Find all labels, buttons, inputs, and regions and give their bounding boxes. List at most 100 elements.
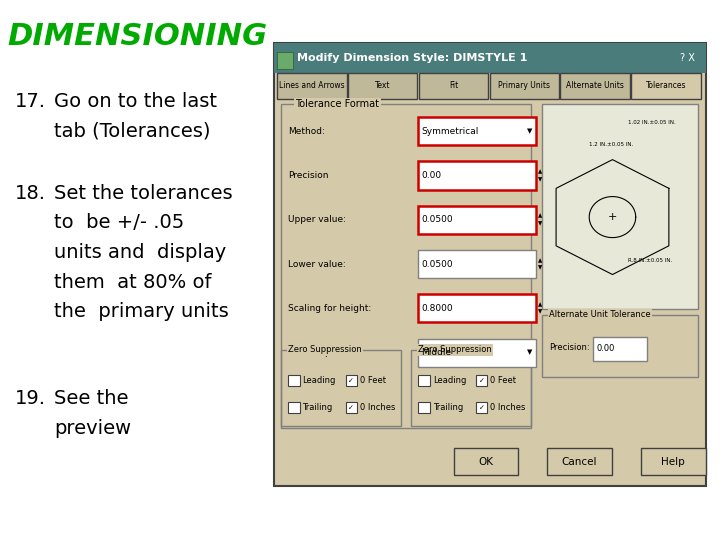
Text: 0.00: 0.00 bbox=[596, 345, 615, 353]
Text: Vertical position:: Vertical position: bbox=[288, 348, 364, 357]
Text: 19.: 19. bbox=[14, 389, 45, 408]
Text: ? X: ? X bbox=[680, 53, 696, 63]
Text: Tolerance Format: Tolerance Format bbox=[295, 99, 379, 109]
Text: ▲: ▲ bbox=[538, 169, 542, 174]
Bar bbox=[418, 117, 536, 145]
Text: ▼: ▼ bbox=[538, 221, 542, 226]
Text: preview: preview bbox=[54, 418, 131, 437]
Text: 0 Inches: 0 Inches bbox=[490, 403, 526, 412]
Text: ▼: ▼ bbox=[538, 177, 542, 182]
Text: 0 Feet: 0 Feet bbox=[360, 376, 386, 385]
Text: to  be +/- .05: to be +/- .05 bbox=[54, 213, 184, 232]
Bar bbox=[593, 337, 647, 361]
Bar bbox=[476, 402, 487, 413]
Bar bbox=[418, 402, 430, 413]
Text: tab (Tolerances): tab (Tolerances) bbox=[54, 122, 210, 140]
Bar bbox=[547, 448, 612, 475]
Bar bbox=[277, 52, 293, 69]
Text: ▲: ▲ bbox=[538, 258, 542, 263]
Text: Lines and Arrows: Lines and Arrows bbox=[279, 82, 345, 90]
Bar bbox=[560, 73, 630, 99]
Text: Precision:: Precision: bbox=[549, 343, 590, 352]
Bar bbox=[542, 104, 698, 309]
Bar bbox=[277, 73, 346, 99]
Bar bbox=[454, 448, 518, 475]
Text: ▼: ▼ bbox=[526, 128, 532, 134]
Text: 1.02 IN.±0.05 IN.: 1.02 IN.±0.05 IN. bbox=[628, 120, 676, 125]
Text: units and  display: units and display bbox=[54, 243, 226, 262]
Bar bbox=[631, 73, 701, 99]
Text: ▲: ▲ bbox=[538, 213, 542, 219]
Text: 17.: 17. bbox=[14, 92, 45, 111]
Text: Zero Suppression: Zero Suppression bbox=[288, 346, 361, 354]
Text: Text: Text bbox=[375, 82, 390, 90]
Bar bbox=[281, 350, 401, 426]
Text: 0.00: 0.00 bbox=[421, 171, 441, 180]
Bar bbox=[418, 294, 536, 322]
Text: 0.8000: 0.8000 bbox=[421, 304, 453, 313]
Text: Alternate Units: Alternate Units bbox=[566, 82, 624, 90]
Text: ✓: ✓ bbox=[479, 377, 485, 384]
Text: Modify Dimension Style: DIMSTYLE 1: Modify Dimension Style: DIMSTYLE 1 bbox=[297, 53, 527, 63]
Text: 0.0500: 0.0500 bbox=[421, 215, 453, 224]
Text: OK: OK bbox=[479, 457, 493, 467]
Text: the  primary units: the primary units bbox=[54, 302, 229, 321]
Bar bbox=[411, 350, 531, 426]
Bar bbox=[346, 375, 357, 386]
Bar bbox=[288, 375, 300, 386]
Bar bbox=[281, 104, 531, 428]
Text: +: + bbox=[608, 212, 617, 222]
Text: ✓: ✓ bbox=[348, 377, 354, 384]
Text: Help: Help bbox=[662, 457, 685, 467]
Bar bbox=[418, 206, 536, 234]
Text: Precision: Precision bbox=[288, 171, 328, 180]
Text: Method:: Method: bbox=[288, 127, 325, 136]
Text: ▼: ▼ bbox=[526, 349, 532, 356]
Text: 0.0500: 0.0500 bbox=[421, 260, 453, 268]
Text: them  at 80% of: them at 80% of bbox=[54, 273, 212, 292]
Text: 0 Inches: 0 Inches bbox=[360, 403, 395, 412]
Text: Zero Suppression: Zero Suppression bbox=[418, 346, 492, 354]
Text: 1.2 IN.±0.05 IN.: 1.2 IN.±0.05 IN. bbox=[589, 142, 634, 147]
Text: Primary Units: Primary Units bbox=[498, 82, 550, 90]
Text: Middle: Middle bbox=[421, 348, 451, 357]
Text: Tolerances: Tolerances bbox=[646, 82, 686, 90]
Bar bbox=[274, 43, 706, 486]
Text: Cancel: Cancel bbox=[562, 457, 598, 467]
Text: R.8 IN.±0.05 IN.: R.8 IN.±0.05 IN. bbox=[628, 258, 672, 263]
Text: DIMENSIONING: DIMENSIONING bbox=[7, 22, 267, 51]
Text: Set the tolerances: Set the tolerances bbox=[54, 184, 233, 202]
Text: Upper value:: Upper value: bbox=[288, 215, 346, 224]
Bar bbox=[542, 315, 698, 377]
Bar bbox=[418, 375, 430, 386]
Text: ✓: ✓ bbox=[348, 404, 354, 411]
Text: Trailing: Trailing bbox=[302, 403, 333, 412]
Text: ✓: ✓ bbox=[479, 404, 485, 411]
Bar bbox=[418, 339, 536, 367]
Bar bbox=[418, 161, 536, 190]
Text: ▲: ▲ bbox=[538, 302, 542, 307]
Text: Leading: Leading bbox=[433, 376, 466, 385]
Bar bbox=[348, 73, 418, 99]
Text: See the: See the bbox=[54, 389, 128, 408]
Text: ▼: ▼ bbox=[538, 265, 542, 271]
Bar bbox=[490, 73, 559, 99]
Text: Go on to the last: Go on to the last bbox=[54, 92, 217, 111]
Bar bbox=[288, 402, 300, 413]
Text: Fit: Fit bbox=[449, 82, 458, 90]
Text: Alternate Unit Tolerance: Alternate Unit Tolerance bbox=[549, 310, 651, 319]
Text: Trailing: Trailing bbox=[433, 403, 463, 412]
Text: 18.: 18. bbox=[14, 184, 45, 202]
Text: Leading: Leading bbox=[302, 376, 336, 385]
Bar bbox=[641, 448, 706, 475]
Bar bbox=[274, 43, 706, 73]
Text: Scaling for height:: Scaling for height: bbox=[288, 304, 372, 313]
Bar bbox=[346, 402, 357, 413]
Text: ▼: ▼ bbox=[538, 309, 542, 315]
Bar bbox=[418, 250, 536, 278]
Text: Lower value:: Lower value: bbox=[288, 260, 346, 268]
Bar bbox=[419, 73, 488, 99]
Text: 0 Feet: 0 Feet bbox=[490, 376, 516, 385]
Text: Symmetrical: Symmetrical bbox=[421, 127, 479, 136]
Bar bbox=[476, 375, 487, 386]
